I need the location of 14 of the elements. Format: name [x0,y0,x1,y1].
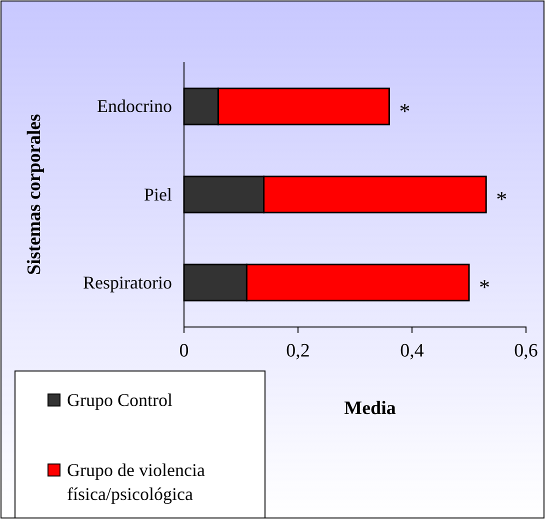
x-tick-label: 0 [179,340,189,362]
annotation: * [496,186,508,212]
x-tick-label: 0,4 [400,340,424,362]
x-tick-label: 0,2 [286,340,310,362]
annotation: * [479,274,490,300]
y-axis-title: Sistemas corporales [24,114,45,275]
x-tick-label: 0,6 [514,340,538,362]
y-tick-label: Endocrino [97,96,172,116]
y-tick-label: Piel [144,184,172,204]
legend-label: Grupo de violencia física/psicológica [67,460,205,504]
annotation: * [399,98,410,124]
y-tick-label: Respiratorio [83,272,172,292]
x-axis-title: Media [344,398,396,419]
legend-label: Grupo Control [67,390,172,410]
